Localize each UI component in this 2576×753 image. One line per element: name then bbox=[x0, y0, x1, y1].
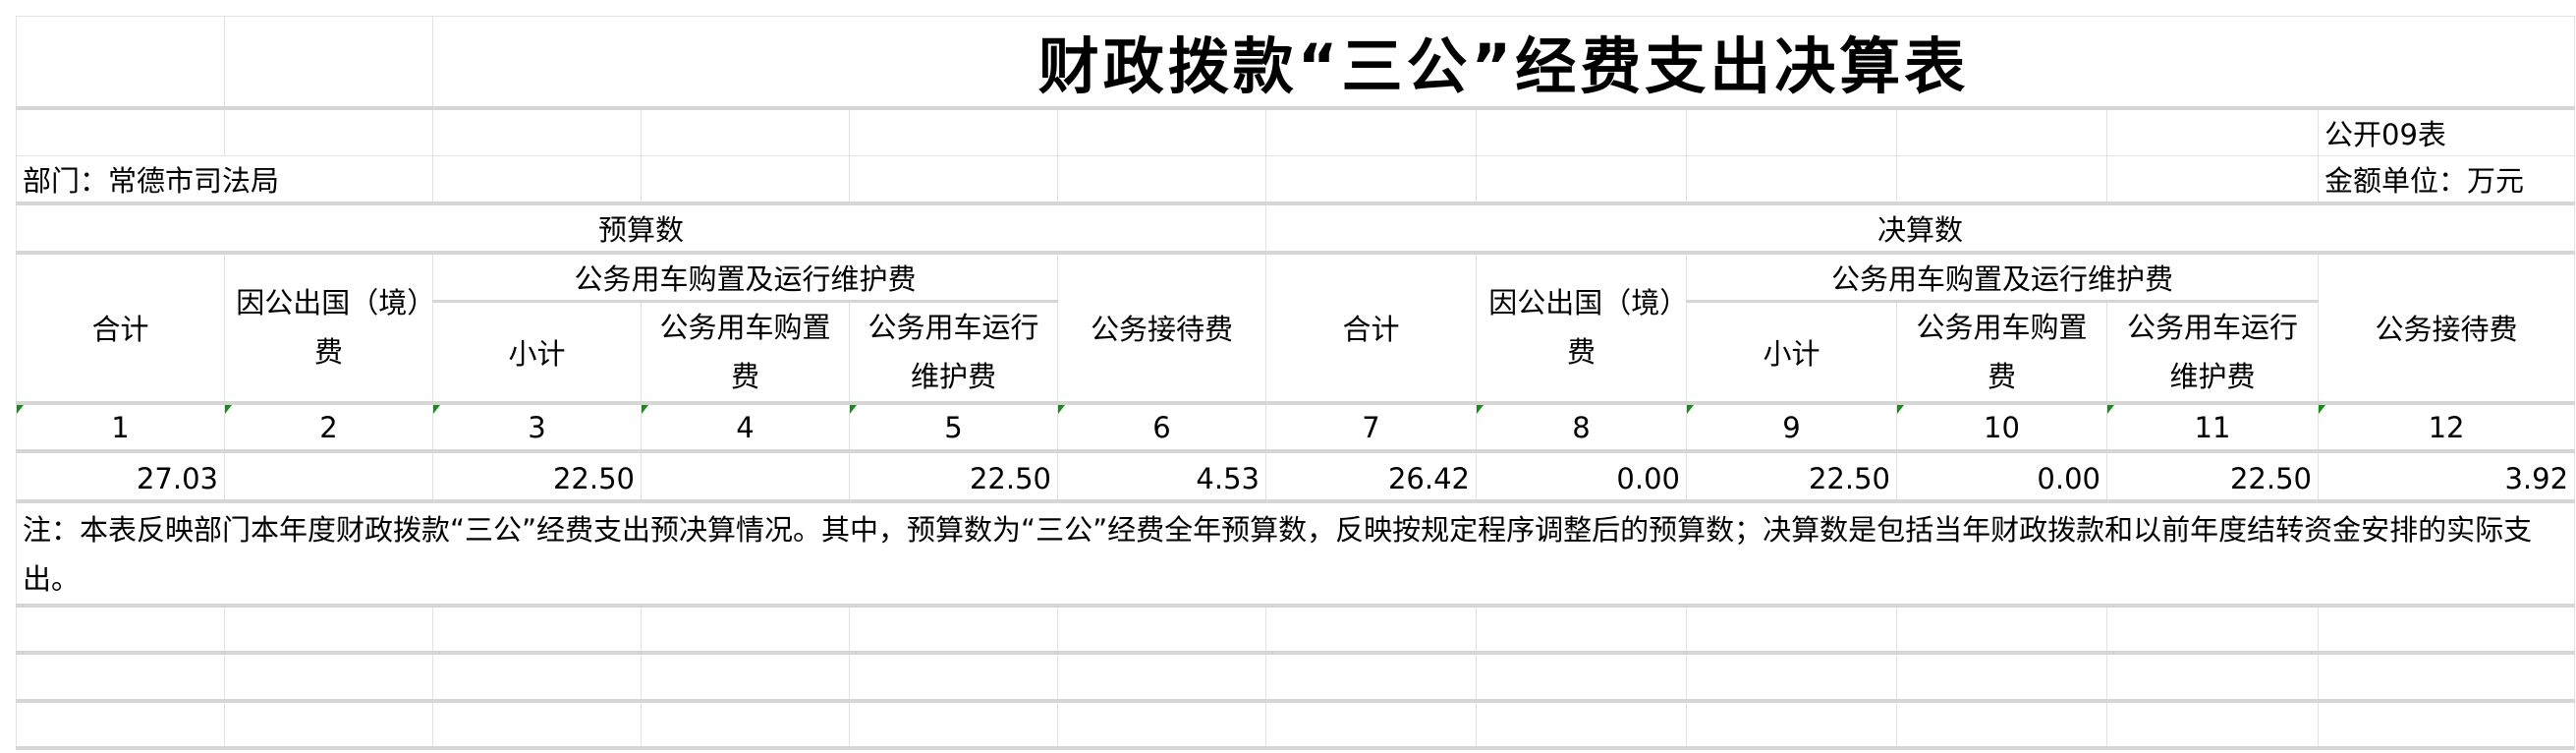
value-cell[interactable]: 0.00 bbox=[1896, 450, 2107, 503]
indicator-icon bbox=[17, 405, 24, 414]
value-cell[interactable]: 22.50 bbox=[2106, 450, 2319, 503]
footnote: 注：本表反映部门本年度财政拨款“三公”经费支出预决算情况。其中，预算数为“三公”… bbox=[15, 500, 2576, 608]
page-title: 财政拨款“三公”经费支出决算表 bbox=[431, 16, 2576, 110]
column-number: 2 bbox=[319, 410, 338, 444]
header-subtotal: 小计 bbox=[1686, 301, 1897, 405]
header-vehicle-operation: 公务用车运行维护费 bbox=[2106, 301, 2319, 405]
table-row: 27.03 22.50 22.50 4.53 26.42 0.00 22.50 … bbox=[16, 450, 2576, 503]
value-cell[interactable]: 27.03 bbox=[16, 450, 225, 503]
unit-label: 金额单位：万元 bbox=[2317, 155, 2576, 205]
value-cell[interactable] bbox=[224, 450, 433, 503]
column-number: 1 bbox=[111, 410, 130, 444]
indicator-icon bbox=[1477, 405, 1484, 414]
header-abroad: 因公出国（境）费 bbox=[224, 252, 433, 405]
indicator-icon bbox=[1687, 405, 1694, 414]
department-label: 部门：常德市司法局 bbox=[16, 155, 433, 205]
column-number: 11 bbox=[2194, 410, 2231, 444]
value-cell[interactable]: 0.00 bbox=[1476, 450, 1687, 503]
column-number: 6 bbox=[1152, 410, 1171, 444]
column-number: 3 bbox=[528, 410, 546, 444]
column-number: 5 bbox=[944, 410, 963, 444]
indicator-icon bbox=[2319, 405, 2325, 414]
table-number: 公开09表 bbox=[2317, 107, 2576, 156]
column-number: 8 bbox=[1572, 410, 1591, 444]
budget-group-header: 预算数 bbox=[16, 203, 1266, 255]
indicator-icon bbox=[225, 405, 232, 414]
header-total: 合计 bbox=[1265, 252, 1477, 405]
indicator-icon bbox=[850, 405, 857, 414]
indicator-icon bbox=[433, 405, 440, 414]
indicator-icon bbox=[1058, 405, 1065, 414]
indicator-icon bbox=[2107, 405, 2114, 414]
header-vehicle-operation: 公务用车运行维护费 bbox=[849, 301, 1058, 405]
column-number: 7 bbox=[1362, 410, 1380, 444]
three-public-expenses-table: 财政拨款“三公”经费支出决算表 公开09表 部门：常德市司法局 金额单位：万元 … bbox=[15, 16, 2576, 750]
column-number: 9 bbox=[1782, 410, 1801, 444]
value-cell[interactable]: 4.53 bbox=[1057, 450, 1266, 503]
indicator-icon bbox=[1897, 405, 1904, 414]
header-total: 合计 bbox=[16, 252, 225, 405]
header-vehicle-group: 公务用车购置及运行维护费 bbox=[1686, 252, 2319, 303]
header-vehicle-group: 公务用车购置及运行维护费 bbox=[432, 252, 1058, 303]
value-cell[interactable] bbox=[641, 450, 850, 503]
indicator-icon bbox=[642, 405, 648, 414]
header-reception: 公务接待费 bbox=[1057, 252, 1266, 405]
header-vehicle-purchase: 公务用车购置费 bbox=[641, 301, 850, 405]
final-group-header: 决算数 bbox=[1264, 203, 2576, 255]
column-number-row: 1 2 3 4 5 6 7 8 9 10 11 12 bbox=[16, 402, 2576, 453]
value-cell[interactable]: 22.50 bbox=[1686, 450, 1897, 503]
header-vehicle-purchase: 公务用车购置费 bbox=[1896, 301, 2107, 405]
value-cell[interactable]: 22.50 bbox=[849, 450, 1058, 503]
column-number: 10 bbox=[1984, 410, 2020, 444]
value-cell[interactable]: 3.92 bbox=[2317, 450, 2576, 503]
header-abroad: 因公出国（境）费 bbox=[1476, 252, 1687, 405]
header-reception: 公务接待费 bbox=[2317, 252, 2576, 405]
column-number: 12 bbox=[2428, 410, 2465, 444]
value-cell[interactable]: 26.42 bbox=[1265, 450, 1477, 503]
header-subtotal: 小计 bbox=[432, 301, 642, 405]
column-number: 4 bbox=[736, 410, 755, 444]
value-cell[interactable]: 22.50 bbox=[432, 450, 642, 503]
